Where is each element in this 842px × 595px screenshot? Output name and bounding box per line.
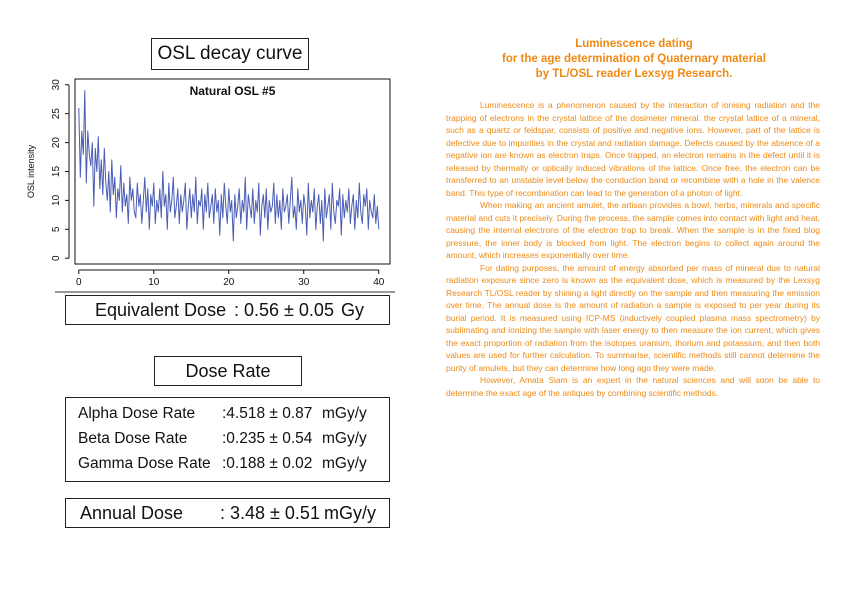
equivalent-dose-unit: Gy bbox=[341, 300, 365, 320]
dose-rate-row-gamma: Gamma Dose Rate :0.188 ± 0.02 mGy/y bbox=[78, 455, 385, 475]
y-tick-label: 0 bbox=[51, 255, 62, 261]
x-tick-label: 30 bbox=[298, 277, 310, 288]
annual-dose-box: Annual Dose : 3.48 ± 0.51 mGy/y bbox=[65, 498, 390, 528]
dose-rate-label: Alpha Dose Rate bbox=[78, 405, 196, 422]
paragraph: When making an ancient amulet, the artis… bbox=[446, 200, 820, 261]
x-tick-label: 40 bbox=[373, 277, 385, 288]
osl-title-box: OSL decay curve bbox=[151, 38, 309, 70]
dose-rate-unit: mGy/y bbox=[322, 405, 367, 422]
dose-rate-value: :0.188 ± 0.02 bbox=[222, 455, 313, 472]
heading-line: by TL/OSL reader Lexsyg Research. bbox=[535, 68, 733, 80]
paragraph: Luminescence is a phenomenon caused by t… bbox=[446, 100, 820, 198]
y-tick-label: 20 bbox=[51, 137, 62, 149]
dose-rate-label: Beta Dose Rate bbox=[78, 430, 188, 447]
dose-rate-value: :4.518 ± 0.87 bbox=[222, 405, 313, 422]
dose-rate-label: Gamma Dose Rate bbox=[78, 455, 211, 472]
chart-title: Natural OSL #5 bbox=[190, 84, 276, 98]
paragraph: However, Amata Siam is an expert in the … bbox=[446, 375, 820, 398]
dose-rate-title-box: Dose Rate bbox=[154, 356, 302, 386]
annual-dose-unit: mGy/y bbox=[324, 503, 376, 523]
dose-rate-row-beta: Beta Dose Rate :0.235 ± 0.54 mGy/y bbox=[78, 430, 385, 450]
article-heading: Luminescence dating for the age determin… bbox=[448, 37, 820, 82]
osl-series-line bbox=[78, 90, 380, 242]
plot-frame bbox=[74, 78, 391, 265]
y-tick-label: 5 bbox=[51, 226, 62, 232]
article-body: Luminescence is a phenomenon caused by t… bbox=[446, 99, 820, 399]
osl-decay-chart: 0 5 10 15 20 25 30 0 10 20 30 40 Natural OSL #5 OSL i… bbox=[26, 78, 395, 293]
y-axis-label: OSL intensity bbox=[26, 144, 36, 198]
osl-title: OSL decay curve bbox=[157, 43, 303, 64]
dose-rate-row-alpha: Alpha Dose Rate :4.518 ± 0.87 mGy/y bbox=[78, 405, 385, 425]
dose-rate-box: Alpha Dose Rate :4.518 ± 0.87 mGy/y Beta… bbox=[65, 397, 390, 482]
equivalent-dose-box: Equivalent Dose : 0.56 ± 0.05 Gy bbox=[65, 295, 390, 325]
heading-line: Luminescence dating bbox=[575, 38, 693, 50]
equivalent-dose-value: : 0.56 ± 0.05 bbox=[234, 300, 334, 320]
annual-dose-value: : 3.48 ± 0.51 bbox=[220, 503, 320, 523]
dose-rate-unit: mGy/y bbox=[322, 455, 367, 472]
dose-rate-unit: mGy/y bbox=[322, 430, 367, 447]
dose-rate-title: Dose Rate bbox=[185, 360, 271, 381]
x-tick-label: 0 bbox=[76, 277, 82, 288]
y-tick-label: 25 bbox=[51, 108, 62, 120]
equivalent-dose-label: Equivalent Dose bbox=[95, 300, 227, 320]
heading-line: for the age determination of Quaternary … bbox=[502, 53, 766, 65]
y-tick-label: 30 bbox=[51, 79, 62, 91]
y-tick-label: 15 bbox=[51, 166, 62, 178]
dose-rate-value: :0.235 ± 0.54 bbox=[222, 430, 313, 447]
paragraph: For dating purposes, the amount of energ… bbox=[446, 262, 820, 373]
x-tick-label: 10 bbox=[148, 277, 160, 288]
y-tick-label: 10 bbox=[51, 194, 62, 206]
x-tick-label: 20 bbox=[223, 277, 235, 288]
annual-dose-label: Annual Dose bbox=[80, 503, 184, 523]
